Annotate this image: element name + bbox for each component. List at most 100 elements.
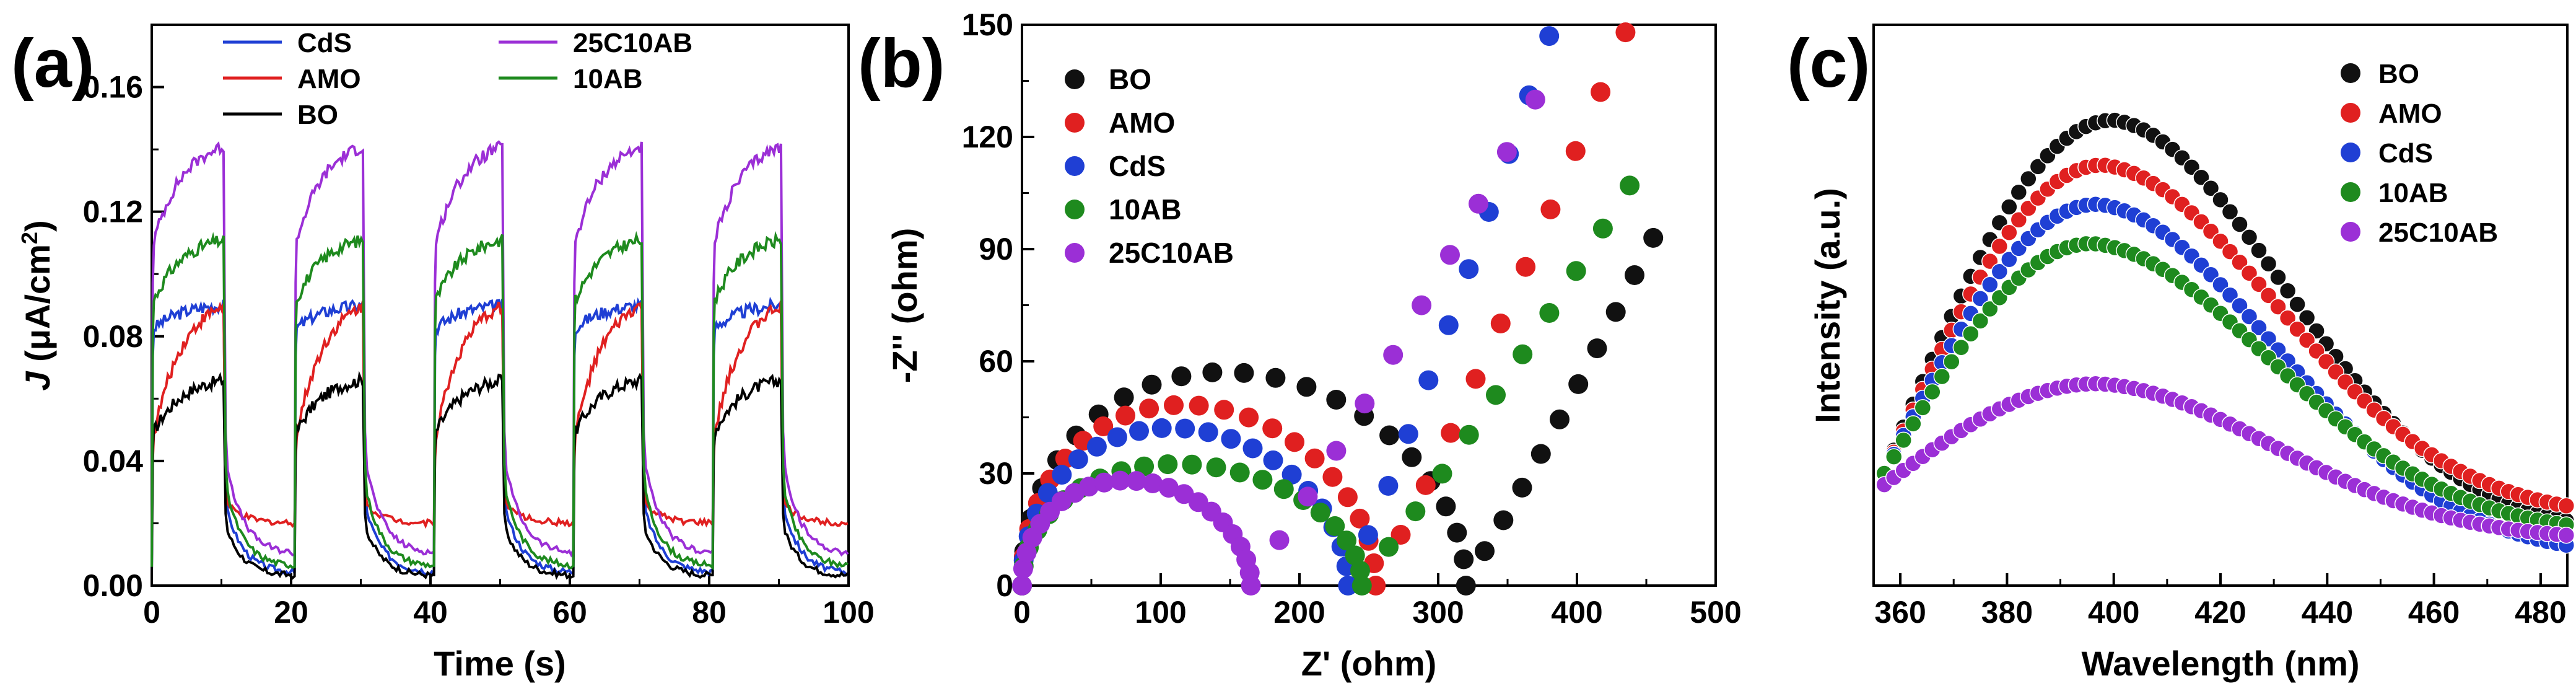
data-point-amo bbox=[1565, 141, 1586, 161]
data-point-bo bbox=[1114, 387, 1134, 408]
data-point-cds bbox=[1438, 315, 1459, 335]
data-point-bo bbox=[1234, 363, 1254, 383]
data-point-cds bbox=[1198, 422, 1218, 442]
data-point-bo bbox=[1550, 409, 1570, 429]
data-point-bo bbox=[2289, 296, 2306, 313]
data-point-10ab bbox=[1206, 457, 1226, 478]
data-point-bo bbox=[2259, 255, 2277, 273]
data-point-10ab bbox=[1325, 516, 1345, 536]
data-point-amo bbox=[1189, 395, 1209, 416]
data-point-bo bbox=[2279, 282, 2297, 300]
data-point-amo bbox=[2250, 276, 2268, 293]
data-point-10ab bbox=[1513, 344, 1533, 364]
panel-a-legend: CdS AMO BO 25C10AB 10AB bbox=[223, 28, 692, 130]
data-point-cds bbox=[2231, 297, 2248, 315]
data-point-bo bbox=[1454, 549, 1474, 569]
data-point-cds bbox=[2240, 308, 2258, 325]
data-point-cds bbox=[2221, 286, 2239, 304]
data-point-25c10ab bbox=[1110, 470, 1130, 491]
x-tick-label: 500 bbox=[1690, 595, 1741, 630]
data-point-amo bbox=[1093, 416, 1114, 436]
data-point-bo bbox=[1587, 338, 1607, 359]
data-point-bo bbox=[2212, 191, 2229, 209]
data-point-25c10ab bbox=[1016, 542, 1037, 563]
legend-marker-amo bbox=[2341, 103, 2360, 123]
panel-b-ticks: 0 100 200 300 400 500 0 30 60 90 120 150 bbox=[962, 7, 1742, 630]
data-point-amo bbox=[1540, 199, 1561, 219]
legend-label-amo: AMO bbox=[1109, 107, 1175, 139]
data-point-25c10ab bbox=[1383, 345, 1404, 365]
data-point-cds bbox=[2001, 250, 2018, 268]
data-point-bo bbox=[2231, 216, 2248, 233]
panel-c-ticks: 360 380 400 420 440 460 480 bbox=[1874, 573, 2567, 630]
data-point-25c10ab bbox=[1158, 478, 1179, 498]
data-point-amo bbox=[1285, 432, 1304, 452]
data-point-10ab bbox=[1924, 383, 1941, 401]
y-tick-label: 30 bbox=[979, 456, 1013, 491]
data-point-25c10ab bbox=[1412, 295, 1432, 315]
y-tick-label: 0.12 bbox=[83, 195, 143, 229]
panel-c-legend: BO AMO CdS 10AB 25C10AB bbox=[2341, 59, 2498, 248]
data-point-amo bbox=[2279, 309, 2297, 327]
legend-label-cds: CdS bbox=[2378, 138, 2433, 169]
data-point-amo bbox=[1337, 487, 1358, 508]
data-point-amo bbox=[1214, 400, 1234, 420]
data-point-bo bbox=[1265, 367, 1286, 388]
legend-label-25c10ab: 25C10AB bbox=[2378, 218, 2498, 248]
data-point-cds bbox=[1378, 476, 1399, 496]
legend-marker-amo bbox=[1065, 113, 1085, 133]
data-point-10ab bbox=[1971, 312, 1989, 330]
data-point-25c10ab bbox=[1355, 393, 1375, 414]
data-point-amo bbox=[1239, 407, 1259, 428]
data-point-25c10ab bbox=[1269, 530, 1290, 550]
panel-a-ylabel: J (μA/cm2) bbox=[17, 220, 57, 390]
data-point-25c10ab bbox=[1094, 472, 1114, 493]
legend-label-bo: BO bbox=[1109, 63, 1151, 95]
data-point-bo bbox=[2001, 198, 2018, 216]
data-point-bo bbox=[2221, 203, 2239, 221]
data-point-amo bbox=[1391, 525, 1411, 545]
data-point-bo bbox=[1326, 390, 1347, 410]
data-point-10ab bbox=[1592, 218, 1613, 239]
data-point-10ab bbox=[1981, 300, 1999, 318]
data-point-amo bbox=[1465, 369, 1486, 389]
data-point-cds bbox=[1991, 263, 2009, 280]
legend-marker-bo bbox=[1065, 69, 1085, 89]
data-point-bo bbox=[1447, 522, 1467, 543]
data-point-10ab bbox=[1379, 537, 1399, 557]
x-tick-label: 100 bbox=[1135, 595, 1186, 630]
data-point-10ab bbox=[1310, 503, 1330, 523]
data-point-amo bbox=[1322, 467, 1343, 487]
data-point-bo bbox=[2250, 242, 2268, 259]
legend-label-10ab: 10AB bbox=[2378, 178, 2448, 208]
data-point-amo bbox=[1116, 405, 1135, 426]
legend-label-25c10ab: 25C10AB bbox=[1109, 237, 1234, 269]
data-point-amo bbox=[2221, 243, 2239, 260]
legend-label-25c10ab: 25C10AB bbox=[573, 28, 692, 58]
data-point-bo bbox=[1456, 576, 1476, 596]
series-line-10ab bbox=[151, 231, 849, 571]
data-point-bo bbox=[1568, 374, 1589, 394]
legend-marker-cds bbox=[1065, 156, 1085, 176]
y-tick-label: 150 bbox=[962, 7, 1013, 42]
data-point-bo bbox=[1643, 227, 1664, 248]
data-point-cds bbox=[1459, 259, 1479, 279]
data-point-10ab bbox=[1252, 470, 1273, 490]
x-tick-label: 40 bbox=[413, 595, 448, 630]
data-point-25c10ab bbox=[1143, 473, 1163, 493]
panel-c-series bbox=[1875, 112, 2575, 554]
x-tick-label: 400 bbox=[2088, 595, 2139, 630]
x-tick-label: 360 bbox=[1874, 595, 1926, 630]
data-point-10ab bbox=[1158, 454, 1178, 475]
data-point-cds bbox=[1358, 525, 1378, 545]
y-tick-label: 0 bbox=[996, 568, 1013, 603]
data-point-10ab bbox=[1962, 325, 1980, 343]
data-point-cds bbox=[2250, 319, 2268, 336]
legend-label-bo: BO bbox=[297, 100, 338, 130]
y-tick-label: 60 bbox=[979, 344, 1013, 379]
data-point-25c10ab bbox=[1298, 486, 1318, 507]
series-line-bo bbox=[151, 371, 849, 580]
legend-marker-cds bbox=[2341, 143, 2360, 162]
data-point-10ab bbox=[1351, 576, 1372, 596]
x-tick-label: 460 bbox=[2408, 595, 2460, 630]
